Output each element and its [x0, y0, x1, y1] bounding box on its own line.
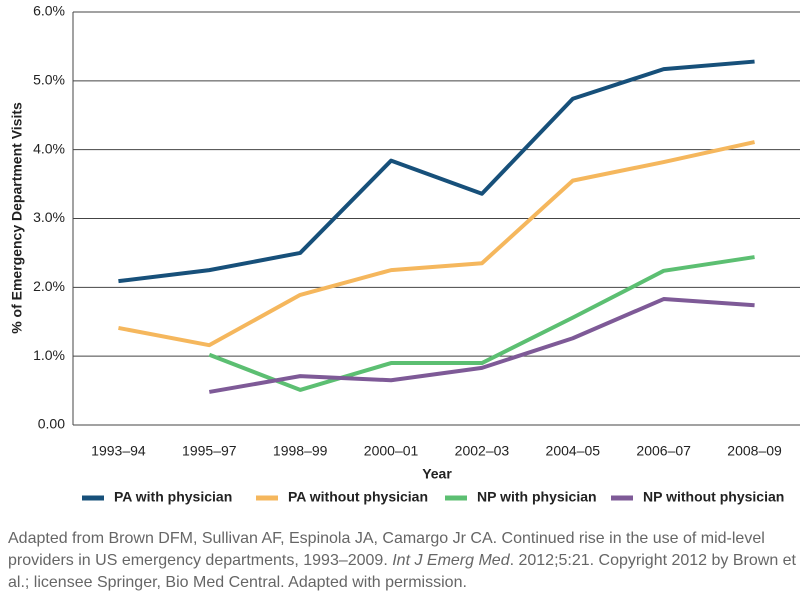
- y-tick-label: 5.0%: [33, 72, 65, 88]
- x-axis-label: Year: [422, 466, 452, 482]
- series-line: [208, 297, 755, 394]
- y-tick-label: 0.00: [38, 416, 65, 432]
- y-tick-label: 2.0%: [33, 278, 65, 294]
- series-line: [118, 140, 755, 348]
- series-line: [208, 255, 755, 392]
- x-tick-label: 2000–01: [364, 443, 419, 459]
- x-tick-label: 2006–07: [636, 443, 691, 459]
- footnote-text: . 2012;5:21. Copyright 2012 by Brown et …: [8, 552, 796, 591]
- x-tick-label: 1995–97: [182, 443, 237, 459]
- y-tick-label: 4.0%: [33, 140, 65, 156]
- y-axis-label: % of Emergency Department Visits: [9, 102, 25, 334]
- chart: Year % of Emergency Department Visits 0.…: [9, 3, 800, 505]
- legend-label: NP without physician: [643, 489, 784, 505]
- footnote: Adapted from Brown DFM, Sullivan AF, Esp…: [8, 528, 808, 594]
- footnote-text: Adapted from Brown DFM, Sullivan AF, Esp…: [8, 530, 765, 569]
- x-tick-label: 2002–03: [455, 443, 510, 459]
- x-tick-label: 1998–99: [273, 443, 328, 459]
- x-tick-label: 2004–05: [546, 443, 601, 459]
- y-tick-label: 1.0%: [33, 347, 65, 363]
- legend-label: NP with physician: [477, 489, 597, 505]
- x-tick-label: 2008–09: [727, 443, 782, 459]
- y-tick-label: 3.0%: [33, 209, 65, 225]
- series-line: [118, 59, 755, 284]
- y-tick-label: 6.0%: [33, 3, 65, 19]
- x-tick-label: 1993–94: [91, 443, 146, 459]
- journal: Int J Emerg Med: [392, 552, 510, 569]
- legend-label: PA without physician: [288, 489, 428, 505]
- legend-label: PA with physician: [114, 489, 232, 505]
